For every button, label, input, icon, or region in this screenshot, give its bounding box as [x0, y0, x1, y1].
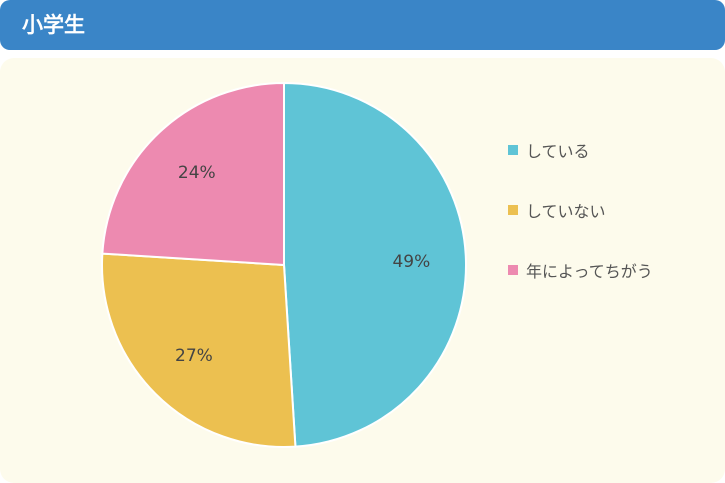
title-bar: 小学生: [0, 0, 725, 50]
slice-value-label: 49%: [392, 252, 430, 272]
pie-slice: [101, 252, 297, 448]
legend-label: していない: [526, 202, 606, 221]
pie-slice: [101, 81, 285, 267]
legend-swatch: [508, 265, 518, 275]
legend-label: している: [526, 142, 590, 161]
slice-value-label: 27%: [175, 346, 213, 366]
legend-swatch: [508, 145, 518, 155]
legend-item: 年によってちがう: [508, 260, 653, 281]
legend-swatch: [508, 205, 518, 215]
legend-item: していない: [508, 200, 653, 221]
chart-title: 小学生: [22, 13, 85, 37]
legend-label: 年によってちがう: [526, 262, 653, 281]
legend-item: している: [508, 140, 653, 161]
slice-value-label: 24%: [178, 163, 216, 183]
legend: している していない 年によってちがう: [508, 140, 653, 320]
pie-slice: [283, 81, 467, 448]
